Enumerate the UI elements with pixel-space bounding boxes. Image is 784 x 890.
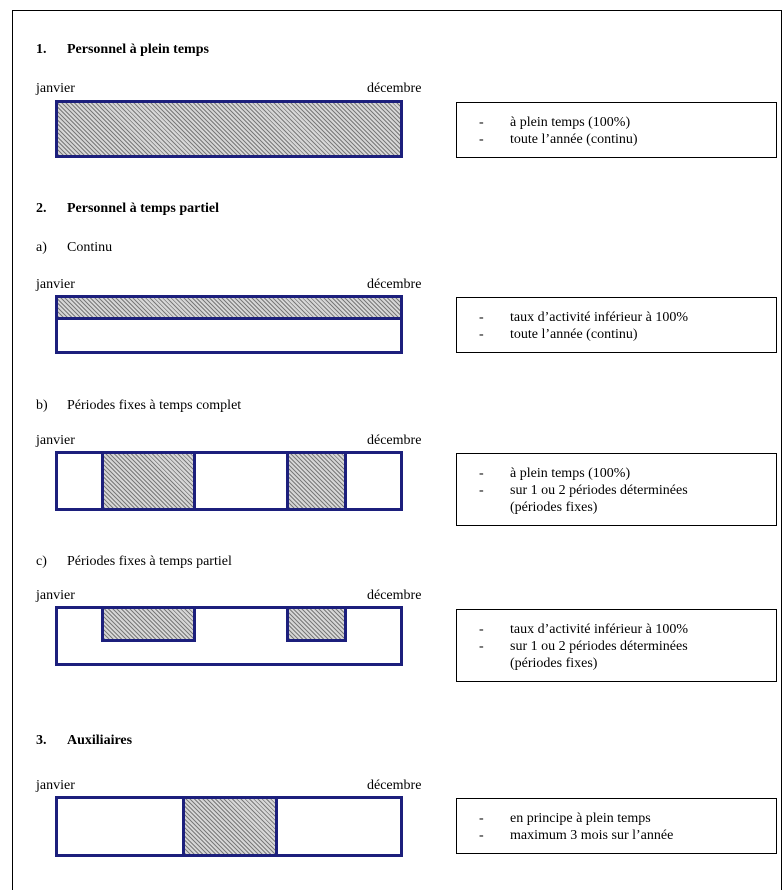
section-1-note-box: - à plein temps (100%) - toute l’année (co…	[456, 102, 777, 158]
timeline-end-label: décembre	[367, 433, 422, 448]
note-dash: -	[479, 811, 484, 826]
partial-rate-hatch	[55, 295, 403, 320]
note-text: (périodes fixes)	[510, 656, 598, 671]
section-3-number: 3.	[36, 733, 47, 748]
note-dash: -	[479, 132, 484, 147]
note-dash: -	[479, 828, 484, 843]
note-text: toute l’année (continu)	[510, 327, 638, 342]
note-dash: -	[479, 327, 484, 342]
note-text: sur 1 ou 2 périodes déterminées	[510, 483, 688, 498]
section-2a-note-box: - taux d’activité inférieur à 100% - toute…	[456, 297, 777, 353]
full-time-bar	[55, 100, 403, 158]
period-2-hatch	[286, 606, 347, 642]
section-1-title: Personnel à plein temps	[67, 42, 209, 57]
section-2-number: 2.	[36, 201, 47, 216]
section-2a-letter: a)	[36, 240, 47, 255]
period-2-hatch	[286, 451, 347, 511]
section-2a-title: Continu	[67, 240, 113, 255]
page-frame	[12, 10, 782, 890]
section-2c-title: Périodes fixes à temps partiel	[67, 554, 232, 569]
note-text: à plein temps (100%)	[510, 466, 631, 481]
timeline-end-label: décembre	[367, 81, 422, 96]
timeline-start-label: janvier	[36, 277, 75, 292]
section-2c-note-box: - taux d’activité inférieur à 100% - sur 1…	[456, 609, 777, 682]
section-2b-note-box: - à plein temps (100%) - sur 1 ou 2 périod…	[456, 453, 777, 526]
note-text: taux d’activité inférieur à 100%	[510, 310, 689, 325]
section-3-note-box: - en principe à plein temps - maximum 3 mo…	[456, 798, 777, 854]
note-dash: -	[479, 639, 484, 654]
note-dash: -	[479, 483, 484, 498]
section-2c-letter: c)	[36, 554, 47, 569]
auxiliary-period-hatch	[182, 796, 278, 857]
period-1-hatch	[101, 451, 196, 511]
note-text: à plein temps (100%)	[510, 115, 631, 130]
section-2b-title: Périodes fixes à temps complet	[67, 398, 242, 413]
note-dash: -	[479, 466, 484, 481]
note-text: sur 1 ou 2 périodes déterminées	[510, 639, 688, 654]
note-text: maximum 3 mois sur l’année	[510, 828, 674, 843]
timeline-end-label: décembre	[367, 588, 422, 603]
timeline-start-label: janvier	[36, 81, 75, 96]
note-text: (périodes fixes)	[510, 500, 598, 515]
note-text: toute l’année (continu)	[510, 132, 638, 147]
note-dash: -	[479, 115, 484, 130]
note-dash: -	[479, 622, 484, 637]
section-2-title: Personnel à temps partiel	[67, 201, 220, 216]
timeline-start-label: janvier	[36, 778, 75, 793]
timeline-start-label: janvier	[36, 588, 75, 603]
timeline-end-label: décembre	[367, 277, 422, 292]
section-1-number: 1.	[36, 42, 47, 57]
timeline-end-label: décembre	[367, 778, 422, 793]
timeline-start-label: janvier	[36, 433, 75, 448]
period-1-hatch	[101, 606, 196, 642]
section-2b-letter: b)	[36, 398, 48, 413]
note-text: taux d’activité inférieur à 100%	[510, 622, 689, 637]
note-dash: -	[479, 310, 484, 325]
section-3-title: Auxiliaires	[67, 733, 133, 748]
note-text: en principe à plein temps	[510, 811, 651, 826]
